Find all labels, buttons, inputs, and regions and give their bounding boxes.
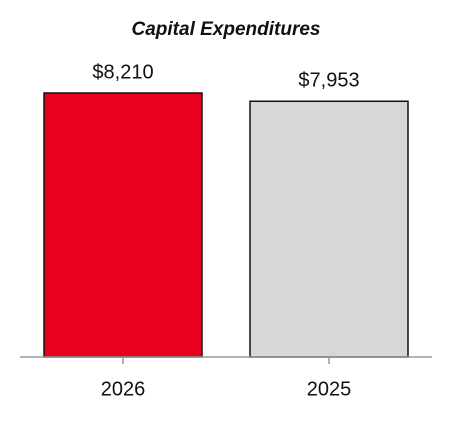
x-tick-label: 2025: [307, 378, 352, 400]
chart-title: Capital Expenditures: [132, 19, 321, 40]
bar: [43, 92, 203, 358]
value-label: $8,210: [92, 61, 153, 83]
x-tick-label: 2026: [101, 378, 146, 400]
value-label: $7,953: [298, 70, 359, 92]
bar: [249, 100, 409, 358]
